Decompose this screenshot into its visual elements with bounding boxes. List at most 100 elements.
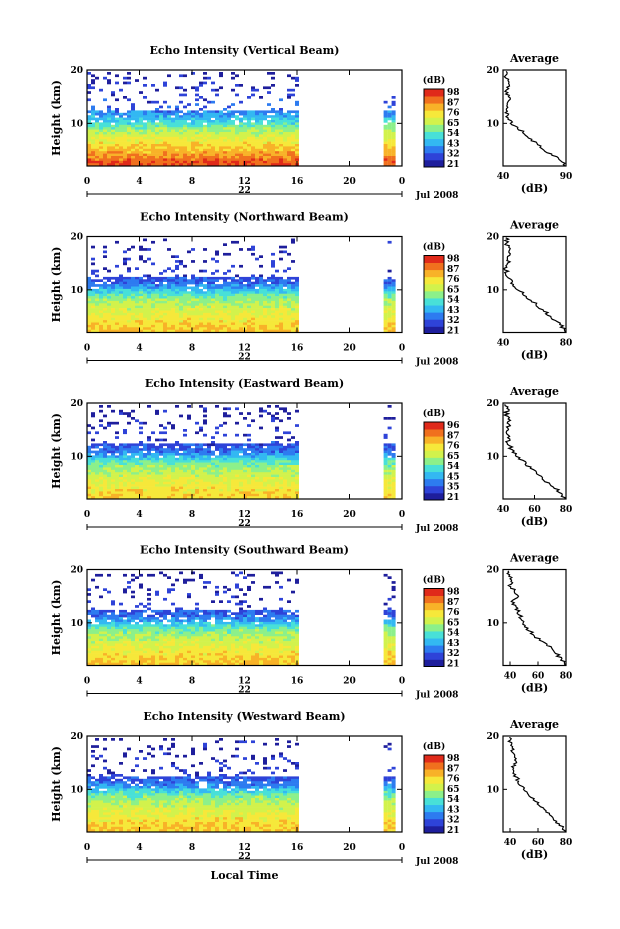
heatmap-cell (259, 141, 263, 145)
heatmap-cell (387, 160, 392, 164)
heatmap-cell (279, 122, 283, 126)
heatmap-cell (295, 631, 299, 635)
heatmap-cell (275, 457, 279, 461)
heatmap-cell (135, 122, 139, 126)
heatmap-cell (159, 621, 163, 625)
heatmap-cell (179, 631, 183, 635)
heatmap-cell (219, 286, 223, 290)
heatmap-cell (139, 146, 143, 150)
heatmap-cell (203, 621, 207, 625)
heatmap-cell (215, 93, 219, 97)
heatmap-cell (247, 327, 251, 330)
heatmap-cell (287, 120, 291, 123)
heatmap-cell (255, 496, 259, 499)
heatmap-cell (99, 320, 103, 323)
heatmap-cell (127, 315, 131, 318)
heatmap-cell (191, 462, 195, 466)
heatmap-cell (287, 472, 291, 475)
heatmap-cell (127, 629, 131, 632)
heatmap-cell (115, 621, 119, 625)
heatmap-cell (167, 474, 171, 478)
heatmap-cell (247, 324, 251, 328)
heatmap-cell (127, 448, 131, 451)
heatmap-cell (387, 320, 392, 323)
heatmap-cell (159, 443, 163, 447)
heatmap-cell (179, 303, 183, 306)
heatmap-cell (175, 255, 179, 258)
heatmap-cell (295, 156, 299, 159)
heatmap-cell (95, 112, 99, 116)
heatmap-cell (243, 443, 247, 447)
heatmap-cell (95, 298, 99, 302)
heatmap-cell (167, 469, 171, 473)
heatmap-cell (127, 581, 131, 584)
heatmap-cell (239, 496, 243, 499)
heatmap-cell (135, 484, 139, 487)
heatmap-cell (291, 455, 295, 459)
colorbar-swatch (424, 89, 444, 97)
heatmap-cell (151, 493, 155, 497)
heatmap-cell (291, 160, 295, 164)
heatmap-cell (231, 571, 235, 575)
heatmap-cell (135, 300, 139, 304)
heatmap-cell (283, 465, 287, 468)
heatmap-cell (195, 112, 199, 116)
heatmap-cell (391, 139, 396, 142)
heatmap-cell (175, 617, 179, 620)
heatmap-cell (223, 486, 227, 490)
heatmap-cell (87, 305, 91, 309)
heatmap-cell (263, 496, 267, 499)
heatmap-cell (187, 448, 191, 451)
heatmap-cell (191, 619, 195, 623)
heatmap-cell (171, 312, 175, 316)
heatmap-cell (391, 110, 396, 114)
heatmap-cell (159, 151, 163, 154)
heatmap-cell (267, 139, 271, 142)
heatmap-cell (111, 453, 115, 456)
heatmap-cell (387, 460, 392, 463)
heatmap-cell (107, 631, 111, 635)
heatmap-cell (247, 298, 251, 302)
heatmap-cell (175, 158, 179, 162)
heatmap-cell (119, 127, 123, 130)
heatmap-cell (155, 163, 159, 166)
heatmap-cell (183, 472, 187, 475)
heatmap-cell (107, 496, 111, 499)
heatmap-cell (295, 279, 299, 282)
heatmap-cell (147, 445, 151, 449)
colorbar-tick-label: 76 (447, 442, 460, 452)
x-tick-label: 12 (238, 177, 251, 187)
heatmap-cell (91, 491, 95, 495)
heatmap-cell (211, 305, 215, 309)
heatmap-cell (175, 120, 179, 123)
heatmap-cell (287, 322, 291, 326)
heatmap-cell (183, 276, 187, 280)
heatmap-cell (247, 479, 251, 483)
heatmap-cell (183, 124, 187, 128)
heatmap-cell (283, 489, 287, 492)
heatmap-cell (183, 300, 187, 304)
heatmap-cell (203, 115, 207, 118)
heatmap-cell (211, 631, 215, 635)
heatmap-cell (187, 158, 191, 162)
heatmap-cell (259, 597, 263, 601)
heatmap-cell (183, 136, 187, 140)
heatmap-cell (295, 477, 299, 480)
heatmap-cell (243, 467, 247, 471)
heatmap-cell (227, 148, 231, 152)
heatmap-cell (103, 486, 107, 490)
heatmap-cell (247, 122, 251, 126)
heatmap-cell (119, 455, 123, 459)
heatmap-cell (295, 129, 299, 133)
heatmap-cell (183, 291, 187, 294)
heatmap-cell (211, 284, 215, 287)
heatmap-cell (95, 127, 99, 130)
heatmap-cell (99, 455, 103, 459)
heatmap-cell (131, 612, 135, 615)
heatmap-cell (291, 489, 295, 492)
heatmap-cell (239, 443, 243, 447)
heatmap-cell (227, 146, 231, 150)
heatmap-cell (155, 127, 159, 130)
heatmap-cell (279, 445, 283, 449)
heatmap-cell (279, 626, 283, 630)
